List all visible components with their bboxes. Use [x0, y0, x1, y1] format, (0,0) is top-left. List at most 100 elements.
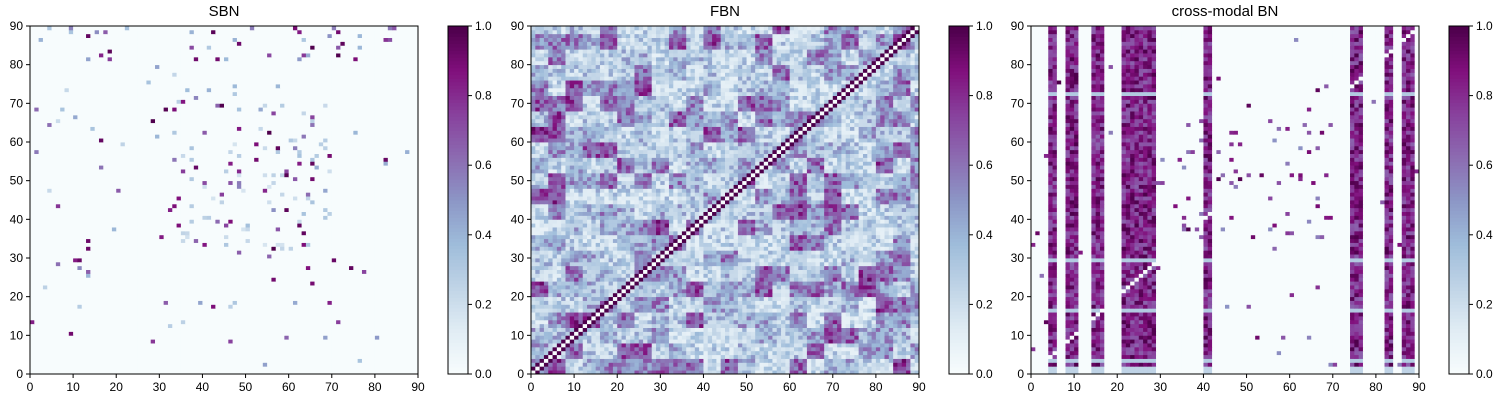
heatmap-cell — [310, 227, 315, 232]
heatmap-cell — [167, 281, 173, 286]
heatmap-cell — [327, 211, 333, 216]
heatmap-cell — [38, 269, 44, 274]
heatmap-cell — [211, 273, 216, 278]
heatmap-cell — [361, 223, 367, 228]
heatmap-cell — [133, 211, 139, 216]
heatmap-cell — [163, 343, 169, 348]
heatmap-cell — [185, 188, 190, 193]
heatmap-cell — [314, 323, 320, 328]
heatmap-cell — [228, 343, 234, 348]
heatmap-cell — [400, 203, 406, 209]
heatmap-cell — [284, 215, 290, 220]
heatmap-cell — [301, 296, 307, 301]
heatmap-cell — [30, 230, 35, 236]
heatmap-cell — [370, 227, 376, 232]
heatmap-cell — [349, 230, 354, 236]
heatmap-cell — [245, 346, 251, 352]
heatmap-cell — [30, 308, 35, 313]
heatmap-cell — [254, 176, 259, 182]
heatmap-cell — [60, 366, 65, 371]
heatmap-cell — [167, 277, 173, 282]
heatmap-cell — [215, 362, 221, 367]
heatmap-cell — [124, 358, 130, 363]
heatmap-cell — [206, 354, 212, 359]
heatmap-cell — [361, 196, 367, 201]
heatmap-cell — [318, 319, 324, 325]
heatmap-cell — [211, 238, 216, 243]
heatmap-cell — [219, 281, 225, 286]
heatmap-cell — [159, 161, 165, 166]
heatmap-cell — [262, 304, 268, 309]
heatmap-cell — [280, 254, 285, 259]
heatmap-cell — [405, 304, 410, 309]
heatmap-cell — [357, 196, 363, 201]
heatmap-cell — [159, 200, 165, 205]
heatmap-cell — [51, 370, 57, 375]
heatmap-cell — [413, 211, 419, 216]
heatmap-cell — [245, 327, 251, 332]
heatmap-cell — [81, 215, 87, 220]
heatmap-cell — [146, 180, 152, 185]
heatmap-cell — [129, 292, 134, 298]
heatmap-cell — [94, 215, 100, 220]
heatmap-cell — [288, 227, 294, 232]
heatmap-cell — [146, 308, 152, 313]
heatmap-cell — [116, 238, 121, 243]
heatmap-cell — [111, 169, 117, 174]
heatmap-cell — [280, 304, 285, 309]
heatmap-cell — [267, 366, 272, 371]
heatmap-cell — [310, 169, 315, 174]
heatmap-cell — [370, 300, 376, 305]
heatmap-cell — [318, 331, 324, 336]
heatmap-cell — [340, 308, 346, 313]
heatmap-cell — [275, 203, 281, 209]
heatmap-cell — [189, 296, 195, 301]
heatmap-cell — [133, 288, 139, 294]
heatmap-cell — [211, 269, 216, 274]
heatmap-cell — [292, 211, 298, 216]
heatmap-cell — [81, 172, 87, 178]
heatmap-cell — [340, 192, 346, 197]
heatmap-cell — [60, 227, 65, 232]
heatmap-cell — [68, 331, 74, 336]
heatmap-cell — [323, 323, 328, 328]
heatmap-cell — [77, 219, 83, 224]
heatmap-cell — [180, 188, 186, 193]
heatmap-cell — [68, 370, 74, 375]
heatmap-cell — [107, 234, 113, 240]
heatmap-cell — [413, 227, 419, 232]
heatmap-cell — [211, 176, 216, 182]
heatmap-cell — [103, 292, 108, 298]
heatmap-cell — [379, 296, 384, 301]
heatmap-cell — [47, 323, 52, 328]
heatmap-cell — [374, 346, 380, 352]
heatmap-cell — [254, 358, 259, 363]
heatmap-cell — [387, 335, 393, 340]
heatmap-cell — [202, 323, 208, 328]
heatmap-cell — [42, 343, 48, 348]
heatmap-cell — [301, 165, 307, 170]
heatmap-cell — [38, 234, 44, 240]
heatmap-cell — [236, 358, 242, 363]
heatmap-cell — [379, 246, 384, 251]
heatmap-cell — [224, 308, 229, 313]
heatmap-cell — [340, 327, 346, 332]
heatmap-cell — [55, 346, 61, 352]
heatmap-cell — [379, 370, 384, 375]
heatmap-cell — [198, 246, 203, 251]
heatmap-cell — [38, 358, 44, 363]
heatmap-cell — [129, 273, 134, 278]
heatmap-cell — [206, 316, 212, 321]
heatmap-cell — [159, 296, 165, 301]
heatmap-cell — [150, 207, 156, 212]
heatmap-cell — [228, 227, 234, 232]
heatmap-cell — [314, 292, 320, 298]
heatmap-cell — [228, 292, 234, 298]
heatmap-cell — [228, 273, 234, 278]
heatmap-cell — [258, 339, 264, 344]
heatmap-cell — [271, 172, 277, 178]
heatmap-cell — [107, 211, 113, 216]
heatmap-cell — [55, 242, 61, 247]
heatmap-cell — [396, 219, 402, 224]
heatmap-cell — [353, 285, 359, 290]
